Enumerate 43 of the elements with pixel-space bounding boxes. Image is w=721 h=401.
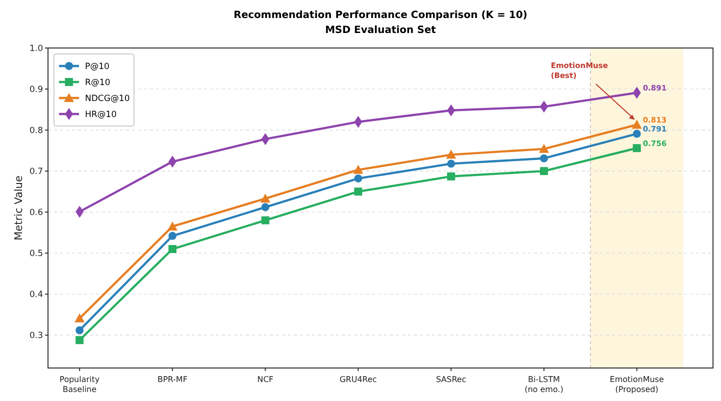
point bbox=[261, 216, 270, 224]
y-axis-title: Metric Value bbox=[13, 176, 25, 240]
x-tick-label: GRU4Rec bbox=[340, 375, 377, 384]
legend-label: NDCG@10 bbox=[85, 94, 130, 104]
chart-title: Recommendation Performance Comparison (K = 10) bbox=[234, 10, 528, 21]
point bbox=[167, 221, 178, 230]
y-tick-label: 0.7 bbox=[29, 167, 43, 178]
point bbox=[168, 245, 176, 254]
y-tick-label: 0.4 bbox=[29, 290, 43, 300]
legend-label: HR@10 bbox=[85, 110, 117, 120]
point bbox=[447, 172, 456, 180]
y-tick-label: 0.5 bbox=[29, 249, 43, 260]
point bbox=[446, 150, 456, 159]
point bbox=[354, 188, 362, 196]
point bbox=[538, 144, 549, 153]
y-tick-label: 0.3 bbox=[29, 331, 43, 342]
x-tick-label: NCF bbox=[257, 375, 274, 384]
point bbox=[632, 120, 642, 129]
point bbox=[260, 194, 270, 203]
legend-label: R@10 bbox=[85, 78, 110, 88]
x-tick-label: BPR-MF bbox=[157, 375, 188, 384]
point bbox=[76, 326, 84, 334]
x-tick-label: Bi-LSTM (no emo.) bbox=[524, 375, 564, 394]
y-tick-label: 0.6 bbox=[29, 208, 43, 218]
chart-subtitle: MSD Evaluation Set bbox=[325, 25, 436, 36]
point bbox=[632, 144, 641, 152]
point bbox=[168, 232, 176, 240]
x-tick-label: EmotionMuse (Proposed) bbox=[610, 375, 664, 394]
point bbox=[540, 167, 548, 176]
y-tick-label: 0.8 bbox=[29, 126, 43, 136]
point bbox=[353, 164, 364, 174]
point bbox=[540, 154, 548, 162]
legend-label: P@10 bbox=[85, 62, 110, 72]
y-tick-label: 0.9 bbox=[29, 85, 43, 95]
point bbox=[632, 130, 641, 138]
point bbox=[447, 160, 456, 168]
y-tick-label: 1.0 bbox=[29, 44, 43, 54]
point bbox=[74, 313, 85, 322]
x-tick-label: Popularity Baseline bbox=[60, 375, 100, 394]
x-tick-label: SASRec bbox=[436, 375, 466, 384]
point bbox=[76, 336, 84, 344]
point bbox=[261, 203, 270, 212]
point bbox=[354, 174, 362, 182]
